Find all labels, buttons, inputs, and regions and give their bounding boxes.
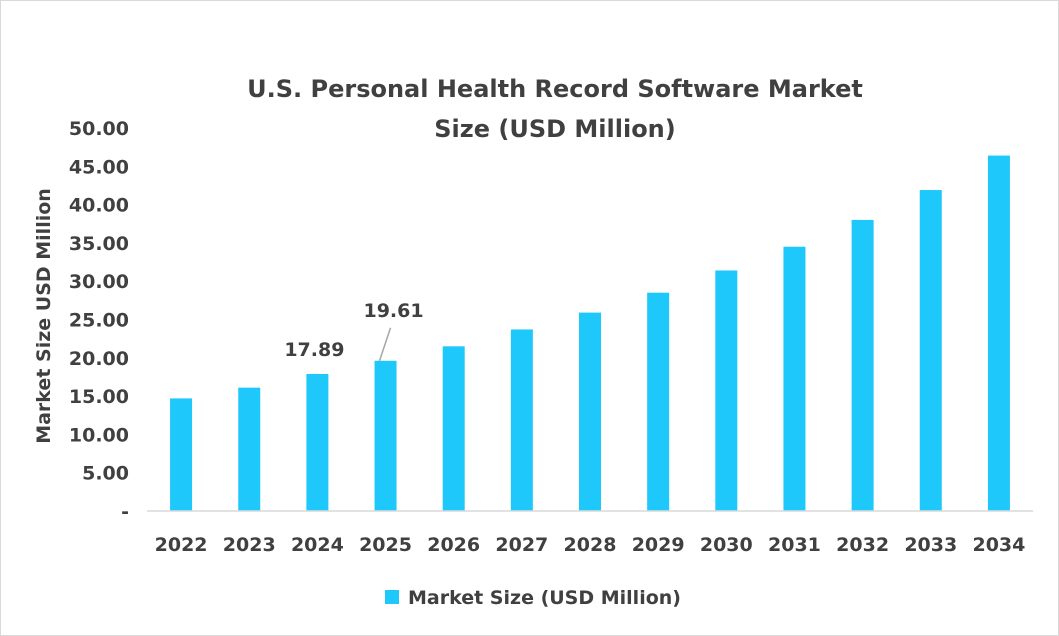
- y-tick-label: 20.00: [69, 348, 129, 370]
- y-tick-label: 15.00: [69, 386, 129, 408]
- chart-title-line-1: U.S. Personal Health Record Software Mar…: [247, 75, 863, 103]
- x-tick-label: 2022: [155, 534, 208, 556]
- bar-2025: [374, 360, 397, 511]
- bar-2027: [510, 329, 533, 511]
- bar-2028: [579, 312, 601, 511]
- y-tick-label: -: [121, 501, 129, 523]
- y-tick-label: 50.00: [69, 118, 129, 140]
- y-tick-label: 35.00: [69, 233, 129, 255]
- x-tick-label: 2030: [700, 534, 753, 556]
- bar-2032: [851, 219, 874, 512]
- chart-title-line-2: Size (USD Million): [434, 115, 675, 143]
- bar-2024: [306, 373, 329, 511]
- x-tick-label: 2027: [495, 534, 548, 556]
- x-tick-label: 2033: [904, 534, 957, 556]
- y-axis-label: Market Size USD Million: [33, 188, 55, 444]
- x-tick-label: 2029: [632, 534, 685, 556]
- data-label: 19.61: [363, 300, 423, 322]
- y-tick-label: 45.00: [69, 156, 129, 178]
- y-tick-label: 40.00: [69, 195, 129, 217]
- data-label-leader-line: [378, 327, 392, 362]
- legend-label: Market Size (USD Million): [408, 587, 681, 609]
- x-tick-label: 2025: [359, 534, 412, 556]
- legend-swatch: [385, 590, 399, 604]
- bar-2031: [783, 246, 806, 512]
- x-tick-label: 2032: [836, 534, 889, 556]
- bar-2033: [919, 190, 942, 511]
- bar-2029: [647, 292, 670, 511]
- bar-2023: [238, 387, 261, 511]
- x-tick-label: 2031: [768, 534, 821, 556]
- bar-2030: [715, 270, 738, 511]
- y-tick-label: 10.00: [69, 424, 129, 446]
- x-tick-label: 2026: [427, 534, 480, 556]
- x-tick-label: 2023: [223, 534, 276, 556]
- y-tick-label: 25.00: [69, 310, 129, 332]
- data-label: 17.89: [284, 339, 344, 361]
- bar-2022: [170, 398, 193, 511]
- x-tick-label: 2024: [291, 534, 344, 556]
- y-tick-label: 5.00: [82, 463, 129, 485]
- bar-2026: [442, 346, 465, 511]
- x-tick-label: 2028: [564, 534, 617, 556]
- x-tick-label: 2034: [972, 534, 1025, 556]
- bar-2034: [987, 155, 1010, 512]
- y-tick-label: 30.00: [69, 271, 129, 293]
